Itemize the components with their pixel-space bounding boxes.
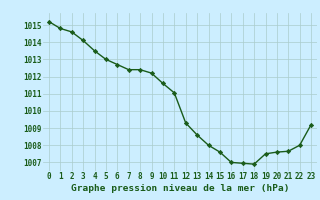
X-axis label: Graphe pression niveau de la mer (hPa): Graphe pression niveau de la mer (hPa) [71, 184, 289, 193]
